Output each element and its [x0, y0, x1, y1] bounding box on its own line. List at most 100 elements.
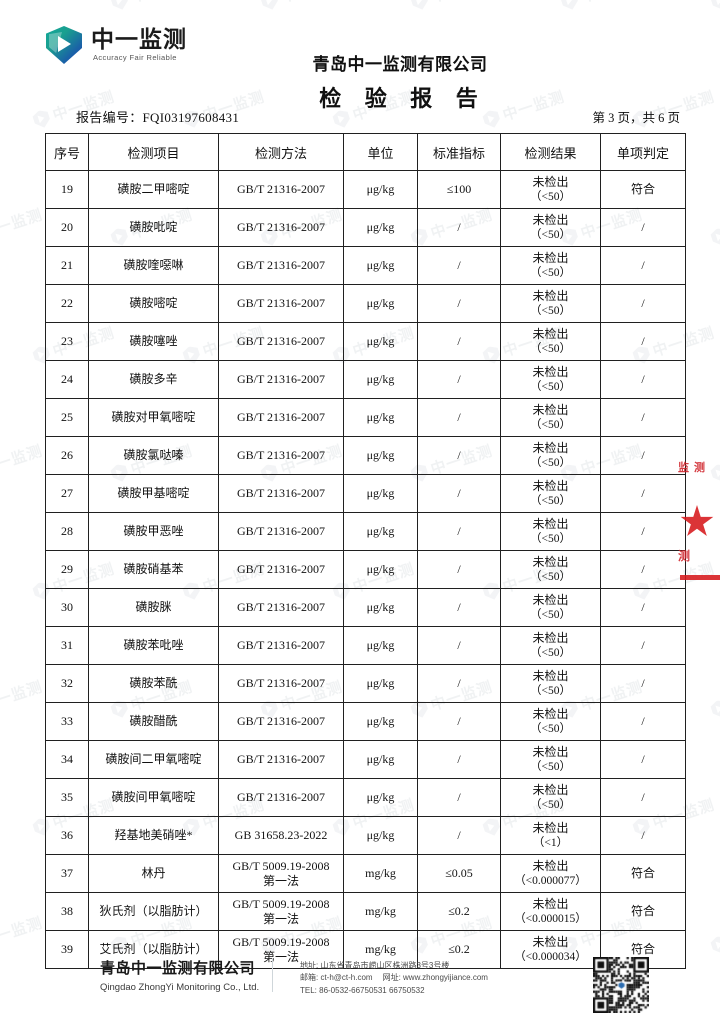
cell-method: GB/T 21316-2007: [218, 778, 344, 817]
result-main: 未检出: [532, 630, 569, 645]
method-line-1: GB/T 21316-2007: [236, 714, 326, 728]
result-detection-limit: （<0.000034）: [514, 950, 587, 963]
cell-standard: /: [417, 322, 501, 361]
footer-company-name-cn: 青岛中一监测有限公司: [100, 960, 256, 977]
result-detection-limit: （<50）: [530, 722, 571, 735]
cell-method: GB/T 21316-2007: [218, 398, 344, 437]
result-main: 未检出: [532, 782, 569, 797]
cell-result: 未检出 （<50）: [500, 284, 601, 323]
table-row: 34 磺胺间二甲氧嘧啶 GB/T 21316-2007 μg/kg / 未检出 （<50） /: [45, 740, 686, 779]
column-header-result: 检测结果: [500, 133, 601, 171]
table-row: 31 磺胺苯吡唑 GB/T 21316-2007 μg/kg / 未检出 （<50） /: [45, 626, 686, 665]
cell-judgement: /: [600, 626, 686, 665]
cell-result: 未检出 （<50）: [500, 740, 601, 779]
column-header-no: 序号: [45, 133, 89, 171]
cell-item: 磺胺对甲氧嘧啶: [88, 398, 219, 437]
cell-method: GB 31658.23-2022: [218, 816, 344, 855]
cell-unit: μg/kg: [343, 398, 418, 437]
table-row: 28 磺胺甲恶唑 GB/T 21316-2007 μg/kg / 未检出 （<50） /: [45, 512, 686, 551]
footer-address: 地址: 山东省青岛市崂山区株洲路3号3号楼: [300, 961, 450, 970]
cell-method: GB/T 21316-2007: [218, 702, 344, 741]
cell-result: 未检出 （<50）: [500, 170, 601, 209]
cell-item: 磺胺吡啶: [88, 208, 219, 247]
footer-divider: [272, 958, 273, 992]
result-main: 未检出: [532, 212, 569, 227]
cell-result: 未检出 （<50）: [500, 398, 601, 437]
cell-no: 36: [45, 816, 89, 855]
cell-standard: /: [417, 208, 501, 247]
table-row: 27 磺胺甲基嘧啶 GB/T 21316-2007 μg/kg / 未检出 （<50） /: [45, 474, 686, 513]
method-line-1: GB/T 5009.19-2008: [232, 858, 330, 873]
cell-no: 34: [45, 740, 89, 779]
method-line-1: GB/T 21316-2007: [236, 448, 326, 462]
cell-result: 未检出 （<1）: [500, 816, 601, 855]
cell-method: GB/T 21316-2007: [218, 664, 344, 703]
column-header-unit: 单位: [343, 133, 418, 171]
cell-standard: ≤0.2: [417, 892, 501, 931]
cell-unit: mg/kg: [343, 892, 418, 931]
cell-no: 27: [45, 474, 89, 513]
footer-company-block: 青岛中一监测有限公司 Qingdao ZhongYi Monitoring Co…: [100, 960, 259, 994]
cell-result: 未检出 （<50）: [500, 474, 601, 513]
result-detection-limit: （<50）: [530, 304, 571, 317]
cell-no: 26: [45, 436, 89, 475]
result-detection-limit: （<50）: [530, 494, 571, 507]
result-main: 未检出: [532, 364, 569, 379]
cell-unit: μg/kg: [343, 626, 418, 665]
cell-no: 23: [45, 322, 89, 361]
footer-website[interactable]: 网址: www.zhongyijiance.com: [382, 973, 488, 983]
method-line-1: GB/T 21316-2007: [236, 220, 326, 234]
document-footer: 青岛中一监测有限公司 Qingdao ZhongYi Monitoring Co…: [0, 952, 720, 1018]
cell-result: 未检出 （<50）: [500, 322, 601, 361]
method-line-2: 第一法: [262, 949, 299, 964]
cell-judgement: 符合: [600, 170, 686, 209]
cell-method: GB/T 21316-2007: [218, 246, 344, 285]
result-detection-limit: （<50）: [530, 266, 571, 279]
cell-unit: μg/kg: [343, 588, 418, 627]
cell-standard: /: [417, 588, 501, 627]
results-table: 序号 检测项目 检测方法 单位 标准指标 检测结果 单项判定 19 磺胺二甲嘧啶 G…: [45, 133, 686, 969]
result-main: 未检出: [532, 668, 569, 683]
cell-method: GB/T 21316-2007: [218, 322, 344, 361]
table-row: 37 林丹 GB/T 5009.19-2008 第一法 mg/kg ≤0.05 未检出 （<0…: [45, 854, 686, 893]
table-row: 19 磺胺二甲嘧啶 GB/T 21316-2007 μg/kg ≤100 未检出 （<50）…: [45, 170, 686, 209]
cell-item: 艾氏剂（以脂肪计）: [88, 930, 219, 969]
result-main: 未检出: [532, 896, 569, 911]
cell-unit: μg/kg: [343, 664, 418, 703]
cell-item: 磺胺氯哒嗪: [88, 436, 219, 475]
table-row: 39 艾氏剂（以脂肪计） GB/T 5009.19-2008 第一法 mg/kg ≤0.2…: [45, 930, 686, 969]
result-detection-limit: （<50）: [530, 228, 571, 241]
cell-method: GB/T 21316-2007: [218, 588, 344, 627]
method-line-1: GB/T 21316-2007: [236, 372, 326, 386]
result-detection-limit: （<50）: [530, 798, 571, 811]
method-line-1: GB/T 21316-2007: [236, 790, 326, 804]
cell-unit: μg/kg: [343, 778, 418, 817]
result-main: 未检出: [532, 288, 569, 303]
method-line-1: GB/T 21316-2007: [236, 296, 326, 310]
cell-item: 磺胺醋酰: [88, 702, 219, 741]
cell-judgement: /: [600, 398, 686, 437]
cell-unit: μg/kg: [343, 550, 418, 589]
result-detection-limit: （<0.000015）: [514, 912, 587, 925]
result-detection-limit: （<50）: [530, 760, 571, 773]
cell-method: GB/T 5009.19-2008 第一法: [218, 854, 344, 893]
cell-standard: /: [417, 284, 501, 323]
qr-code-icon[interactable]: [593, 957, 649, 1013]
cell-item: 羟基地美硝唑*: [88, 816, 219, 855]
cell-standard: /: [417, 550, 501, 589]
cell-method: GB/T 21316-2007: [218, 360, 344, 399]
cell-standard: /: [417, 664, 501, 703]
result-main: 未检出: [532, 744, 569, 759]
cell-no: 25: [45, 398, 89, 437]
table-row: 23 磺胺噻唑 GB/T 21316-2007 μg/kg / 未检出 （<50） /: [45, 322, 686, 361]
cell-unit: μg/kg: [343, 322, 418, 361]
cell-unit: μg/kg: [343, 474, 418, 513]
cell-unit: μg/kg: [343, 170, 418, 209]
cell-judgement: /: [600, 816, 686, 855]
table-row: 33 磺胺醋酰 GB/T 21316-2007 μg/kg / 未检出 （<50） /: [45, 702, 686, 741]
cell-standard: /: [417, 398, 501, 437]
cell-result: 未检出 （<0.000077）: [500, 854, 601, 893]
column-header-std: 标准指标: [417, 133, 501, 171]
cell-item: 狄氏剂（以脂肪计）: [88, 892, 219, 931]
